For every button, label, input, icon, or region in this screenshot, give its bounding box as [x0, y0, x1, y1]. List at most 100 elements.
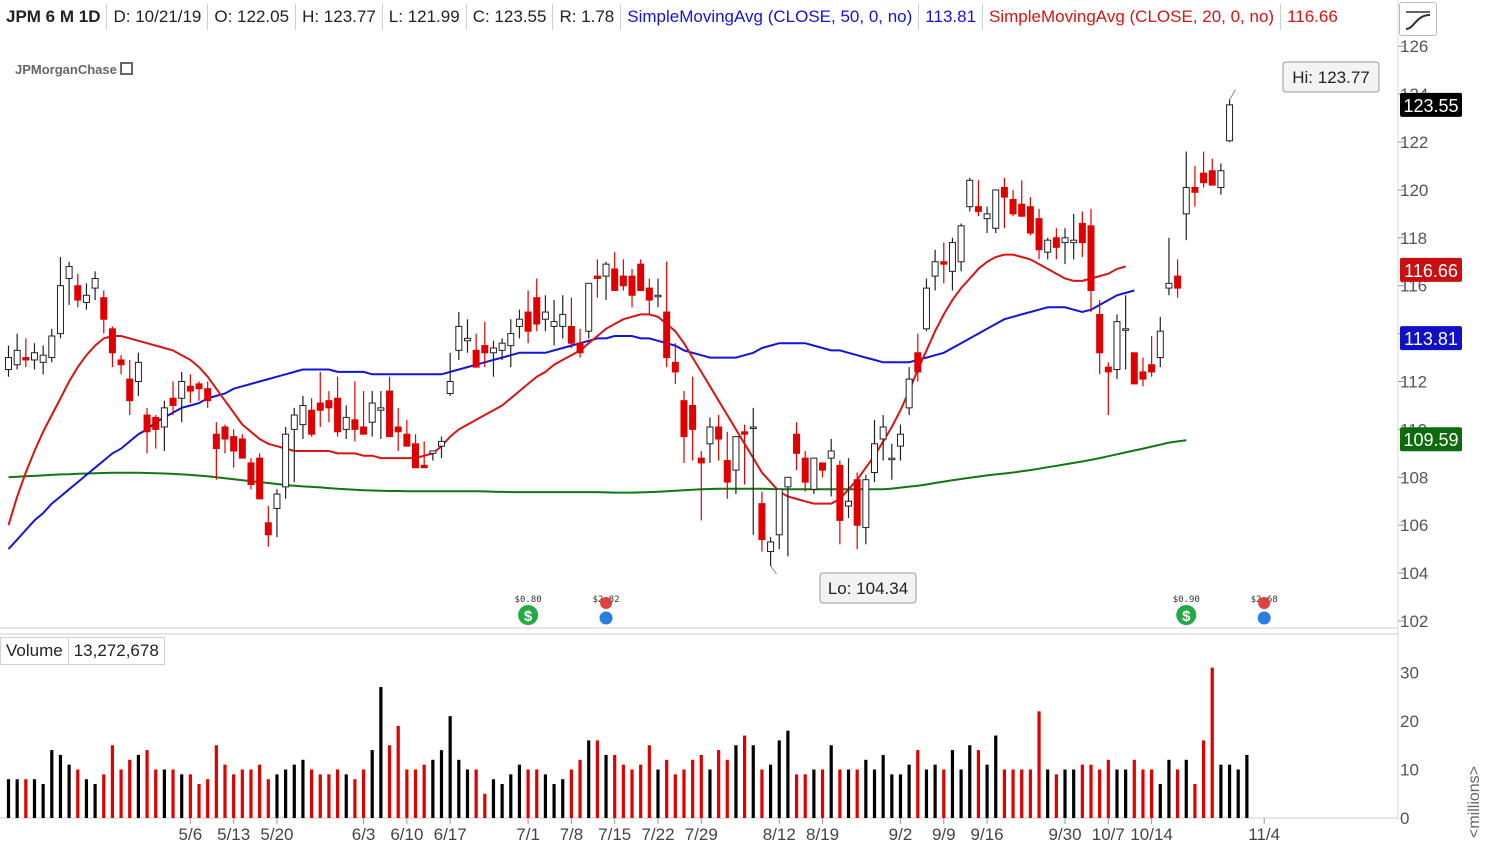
candle-up	[1122, 295, 1130, 370]
volume-bar	[517, 764, 522, 818]
candle-body	[1061, 237, 1069, 244]
volume-bar	[872, 769, 877, 818]
candle-down	[524, 290, 532, 344]
candle-body	[827, 450, 835, 459]
candle-down	[689, 376, 697, 461]
candle-body	[1052, 237, 1060, 248]
volume-bar	[665, 759, 669, 818]
candle-down	[567, 297, 575, 348]
volume-bar	[725, 759, 729, 818]
candle-down	[1096, 300, 1104, 375]
sma200-line	[8, 439, 1187, 494]
candle-body	[862, 479, 870, 529]
volume-bar	[846, 769, 851, 818]
candle-body	[810, 457, 818, 490]
candle-down	[741, 424, 749, 485]
candle-body	[74, 285, 82, 301]
last-price-tag-bg	[1400, 92, 1462, 117]
candle-body	[325, 400, 333, 409]
candle-body	[126, 378, 134, 402]
candle-body	[983, 213, 991, 220]
low-label: L: 121.99	[383, 4, 467, 30]
sma50-study-label[interactable]: SimpleMovingAvg (CLOSE, 50, 0, no)	[621, 4, 920, 30]
volume-bar	[1020, 769, 1024, 818]
candle-down	[680, 391, 688, 463]
volume-bar	[387, 745, 392, 818]
candle-down	[195, 381, 203, 401]
symbol-label[interactable]: JPM 6 M 1D	[0, 4, 108, 30]
dividend-event: $0.90 $	[1173, 595, 1200, 625]
candle-body	[108, 328, 116, 354]
candle-up	[1182, 151, 1190, 241]
date-tick-label: 7/22	[641, 825, 674, 844]
candle-body	[82, 294, 90, 303]
volume-bar	[1002, 769, 1006, 818]
volume-bar	[171, 769, 175, 818]
candle-body	[351, 419, 359, 430]
candle-body	[1139, 371, 1147, 380]
volume-bar	[206, 779, 210, 818]
date-tick-label: 10/14	[1130, 825, 1173, 844]
volume-bar	[258, 764, 262, 818]
volume-bar	[621, 764, 625, 818]
volume-bar	[119, 769, 123, 818]
volume-header: Volume 13,272,678	[0, 637, 165, 665]
candle-down	[143, 407, 151, 454]
candle-body	[1182, 187, 1190, 215]
candle-body	[533, 297, 541, 325]
candle-body	[360, 426, 368, 435]
volume-bar	[916, 750, 920, 818]
volume-bar	[93, 784, 97, 818]
sma20-study-label[interactable]: SimpleMovingAvg (CLOSE, 20, 0, no)	[983, 4, 1282, 30]
volume-bar	[604, 754, 608, 818]
candle-down	[663, 261, 671, 368]
volume-bar	[942, 769, 946, 818]
corporate-events: $0.80 $ $2.82 $0.90 $ $2.68	[515, 595, 1278, 625]
low-callout-text: Lo: 104.34	[828, 579, 908, 598]
candle-body	[732, 436, 740, 471]
volume-bar	[743, 735, 747, 818]
candle-up	[429, 450, 437, 461]
candle-up	[559, 295, 567, 339]
volume-bar	[1141, 769, 1145, 818]
candle-up	[82, 283, 90, 310]
candle-down	[247, 458, 255, 490]
candle-down	[1035, 209, 1043, 260]
volume-bar	[855, 769, 859, 818]
volume-bar	[1115, 769, 1119, 818]
volume-bar	[1054, 774, 1058, 818]
volume-bar	[1011, 769, 1015, 818]
volume-bar	[223, 764, 227, 818]
volume-bar	[41, 784, 45, 818]
candle-body	[715, 426, 723, 440]
candle-body	[1200, 172, 1208, 184]
candle-down	[169, 381, 177, 416]
candle-body	[316, 402, 324, 411]
candle-down	[221, 424, 229, 454]
candle-down	[715, 415, 723, 461]
volume-bar	[898, 774, 903, 818]
candle-body	[178, 381, 186, 399]
volume-bar	[595, 740, 599, 818]
candle-down	[1052, 228, 1060, 260]
candle-body	[948, 242, 956, 272]
candle-body	[559, 313, 567, 327]
volume-bar	[275, 774, 279, 818]
sma20-price-tag: 116.66	[1400, 257, 1462, 282]
volume-bar	[344, 774, 348, 818]
chart-header: JPM 6 M 1D D: 10/21/19 O: 122.05 H: 123.…	[0, 0, 1344, 34]
chart-style-icon[interactable]	[1399, 2, 1437, 36]
open-label: O: 122.05	[208, 4, 297, 30]
volume-bar	[500, 784, 504, 818]
earnings-event: $2.82	[592, 595, 620, 625]
candle-down	[1018, 180, 1026, 217]
candle-down	[420, 441, 428, 469]
volume-bar	[985, 764, 989, 818]
candle-up	[845, 458, 853, 519]
candle-body	[48, 335, 56, 359]
candle-down	[1000, 177, 1008, 229]
volume-bar	[301, 759, 305, 818]
candle-up	[966, 177, 974, 212]
date-axis: 5/6 5/13 5/20 6/3 6/10 6/17 7/1 7/8 7/15 7/22 7/29…	[179, 818, 1280, 844]
